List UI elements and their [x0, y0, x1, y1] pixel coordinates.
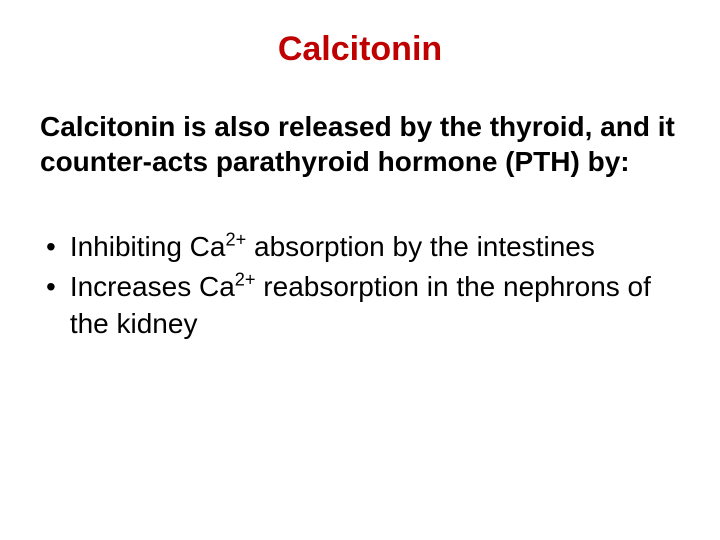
bullet-marker-icon: • — [40, 269, 70, 305]
list-item: •Inhibiting Ca2+ absorption by the intes… — [40, 229, 680, 265]
bullet-text: Increases Ca2+ reabsorption in the nephr… — [70, 269, 680, 342]
slide: Calcitonin Calcitonin is also released b… — [0, 0, 720, 540]
intro-paragraph: Calcitonin is also released by the thyro… — [40, 109, 680, 179]
bullet-text: Inhibiting Ca2+ absorption by the intest… — [70, 229, 680, 265]
bullet-marker-icon: • — [40, 229, 70, 265]
list-item: •Increases Ca2+ reabsorption in the neph… — [40, 269, 680, 342]
bullet-list: •Inhibiting Ca2+ absorption by the intes… — [40, 229, 680, 342]
slide-title: Calcitonin — [40, 30, 680, 69]
